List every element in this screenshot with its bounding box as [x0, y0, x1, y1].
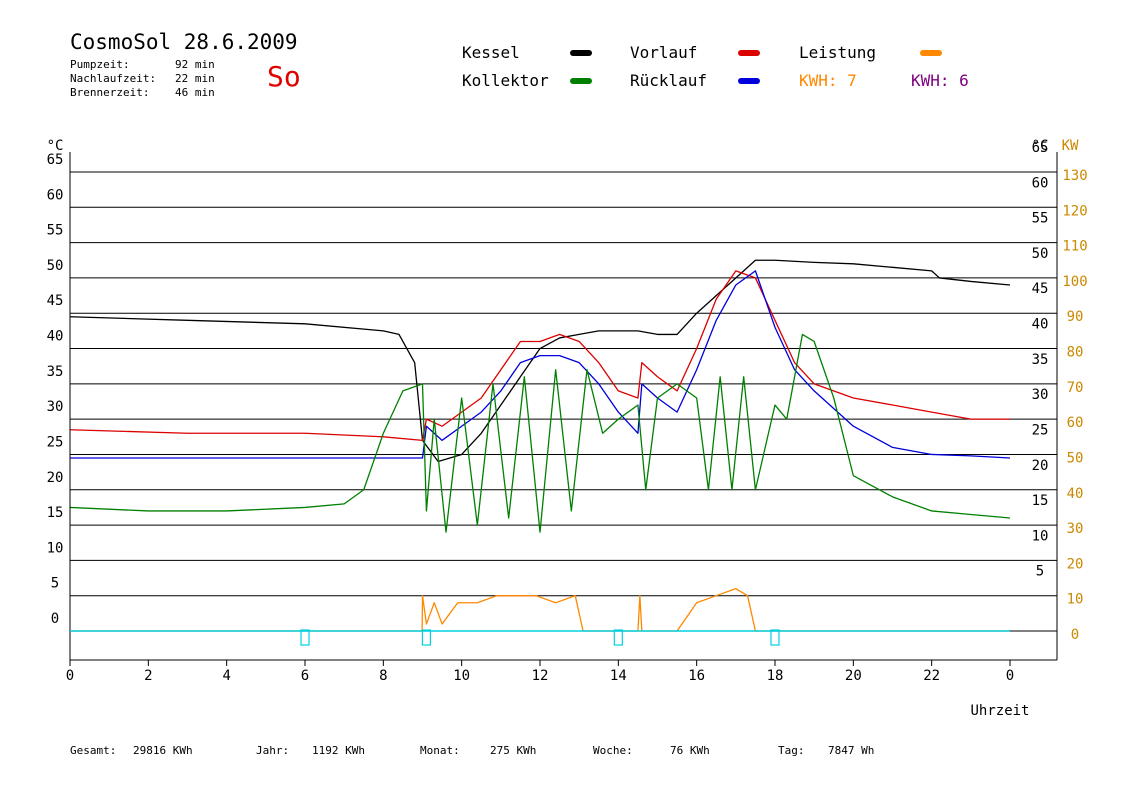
y-tick-label-right-temp: 20	[1032, 458, 1049, 474]
y-tick-label-right-temp: 55	[1032, 211, 1049, 227]
info-nachlauf-label: Nachlaufzeit:	[70, 72, 157, 85]
y-tick-label-right-temp: 30	[1032, 387, 1049, 403]
x-tick-label: 14	[610, 668, 627, 684]
y-tick-label-left: 20	[47, 470, 64, 486]
y-tick-label-right-temp: 40	[1032, 317, 1049, 333]
y-tick-label-right-temp: 25	[1032, 422, 1049, 438]
legend-kessel-label: Kessel	[462, 43, 520, 62]
y-tick-label-right-temp: 60	[1032, 175, 1049, 191]
x-tick-label: 18	[767, 668, 784, 684]
series-line-vorlauf	[69, 270, 1010, 441]
legend-vorlauf-label: Vorlauf	[630, 43, 698, 62]
total-woche-label: Woche:	[593, 744, 633, 757]
y-tick-label-right-power: 70	[1067, 380, 1084, 396]
y-tick-label-right-power: 110	[1062, 239, 1087, 255]
y-tick-label-right-temp: 15	[1032, 493, 1049, 509]
pump-marker	[300, 629, 310, 646]
y-tick-label-right-temp: 65	[1032, 140, 1049, 156]
x-tick-label: 2	[144, 668, 152, 684]
info-pump-value: 92 min	[175, 58, 215, 71]
y-tick-label-left: 55	[47, 223, 64, 239]
y-tick-label-right-power: 10	[1067, 592, 1084, 608]
info-nachlauf-value: 22 min	[175, 72, 215, 85]
kwh-orange-label: KWH: 7	[799, 71, 857, 90]
y-tick-label-right-power: 30	[1067, 521, 1084, 537]
legend-vorlauf-swatch	[738, 50, 760, 56]
y-tick-label-right-power: 100	[1062, 274, 1087, 290]
y-tick-label-left: 5	[51, 576, 59, 592]
x-tick-label: 20	[845, 668, 862, 684]
y-tick-label-right-power: 0	[1071, 627, 1079, 643]
total-tag-label: Tag:	[778, 744, 805, 757]
total-tag-value: 7847 Wh	[828, 744, 875, 757]
pump-marker	[613, 629, 623, 646]
kwh-purple-label: KWH: 6	[911, 71, 969, 90]
y-tick-label-right-power: 130	[1062, 168, 1087, 184]
x-tick-label: 8	[379, 668, 387, 684]
y-tick-label-left: 0	[51, 611, 59, 627]
info-brenner-value: 46 min	[175, 86, 215, 99]
legend-kollektor-swatch	[570, 78, 592, 84]
x-tick-label: 4	[222, 668, 230, 684]
y-tick-label-left: 45	[47, 293, 64, 309]
y-tick-label-right-power: 80	[1067, 345, 1084, 361]
pump-marker	[770, 629, 780, 646]
y-axis-unit-right-temp: °C	[1032, 138, 1049, 154]
y-tick-label-right-power: 40	[1067, 486, 1084, 502]
total-monat-value: 275 KWh	[490, 744, 537, 757]
y-tick-label-left: 25	[47, 434, 64, 450]
y-axis-unit-left: °C	[47, 138, 64, 154]
y-tick-label-right-temp: 50	[1032, 246, 1049, 262]
info-brenner-label: Brennerzeit:	[70, 86, 150, 99]
x-tick-label: 6	[301, 668, 309, 684]
legend-leistung-swatch	[920, 50, 942, 56]
y-axis-unit-right-power: KW	[1062, 138, 1079, 154]
weekday-label: So	[267, 60, 301, 93]
x-axis-label: Uhrzeit	[970, 703, 1029, 719]
y-tick-label-right-temp: 45	[1032, 281, 1049, 297]
y-tick-label-right-power: 20	[1067, 556, 1084, 572]
x-tick-label: 12	[532, 668, 549, 684]
y-tick-label-right-temp: 10	[1032, 528, 1049, 544]
y-tick-label-left: 10	[47, 540, 64, 556]
chart-title: CosmoSol 28.6.2009	[70, 30, 298, 54]
total-monat-label: Monat:	[420, 744, 460, 757]
legend-kollektor-label: Kollektor	[462, 71, 549, 90]
y-tick-label-right-power: 50	[1067, 450, 1084, 466]
series-line-leistung	[70, 587, 1010, 632]
y-tick-label-right-temp: 5	[1036, 564, 1044, 580]
y-tick-label-left: 35	[47, 364, 64, 380]
legend-kessel-swatch	[570, 50, 592, 56]
y-tick-label-left: 50	[47, 258, 64, 274]
y-tick-label-right-power: 60	[1067, 415, 1084, 431]
series-line-kessel	[69, 259, 1011, 463]
y-tick-label-left: 15	[47, 505, 64, 521]
total-gesamt-value: 29816 KWh	[133, 744, 193, 757]
y-tick-label-left: 60	[47, 187, 64, 203]
legend-leistung-label: Leistung	[799, 43, 877, 62]
y-tick-label-right-temp: 35	[1032, 352, 1049, 368]
total-gesamt-label: Gesamt:	[70, 744, 117, 757]
y-tick-label-left: 40	[47, 329, 64, 345]
series-line-rcklauf	[70, 270, 1011, 459]
y-tick-label-left: 65	[47, 152, 64, 168]
total-jahr-label: Jahr:	[256, 744, 290, 757]
pump-marker	[421, 629, 432, 646]
x-tick-label: 0	[66, 668, 74, 684]
legend-ruecklauf-label: Rücklauf	[630, 71, 708, 90]
x-tick-label: 0	[1006, 668, 1014, 684]
total-woche-value: 76 KWh	[670, 744, 710, 757]
legend-ruecklauf-swatch	[738, 78, 760, 84]
x-tick-label: 10	[453, 668, 470, 684]
y-tick-label-right-power: 120	[1062, 203, 1087, 219]
series-line-kollektor	[69, 333, 1011, 533]
total-jahr-value: 1192 KWh	[312, 744, 365, 757]
x-tick-label: 22	[923, 668, 940, 684]
x-tick-label: 16	[688, 668, 705, 684]
y-tick-label-left: 30	[47, 399, 64, 415]
info-pump-label: Pumpzeit:	[70, 58, 130, 71]
y-tick-label-right-power: 90	[1067, 309, 1084, 325]
